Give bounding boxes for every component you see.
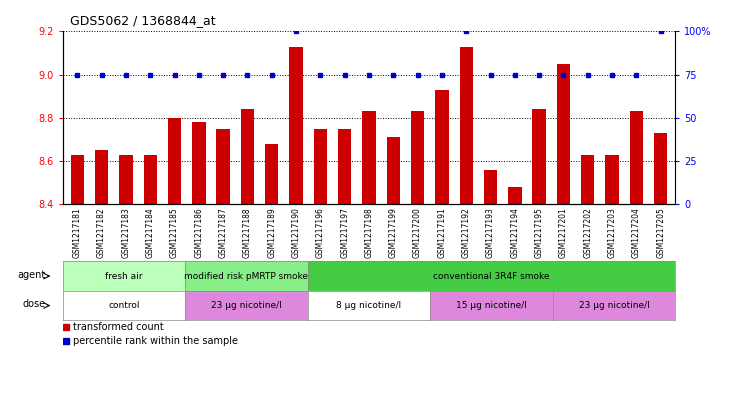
Bar (120, 154, 133, 204)
Bar (411, 112, 424, 204)
Text: GSM1217193: GSM1217193 (486, 207, 495, 258)
Bar (362, 112, 376, 204)
Text: GSM1217191: GSM1217191 (438, 207, 446, 258)
Text: modified risk pMRTP smoke: modified risk pMRTP smoke (184, 272, 308, 281)
Text: GSM1217204: GSM1217204 (632, 207, 641, 258)
Text: control: control (108, 301, 139, 310)
Text: GSM1217192: GSM1217192 (462, 207, 471, 258)
Text: dose: dose (22, 299, 45, 309)
Text: GSM1217199: GSM1217199 (389, 207, 398, 258)
Bar (556, 64, 570, 204)
Bar (192, 122, 206, 204)
Bar (71, 154, 84, 204)
Text: GSM1217197: GSM1217197 (340, 207, 349, 258)
Text: 8 μg nicotine/l: 8 μg nicotine/l (337, 301, 401, 310)
Text: GSM1217194: GSM1217194 (511, 207, 520, 258)
Bar (314, 129, 327, 204)
Bar (508, 187, 522, 204)
Text: conventional 3R4F smoke: conventional 3R4F smoke (433, 272, 550, 281)
Text: GSM1217189: GSM1217189 (267, 207, 276, 258)
Text: fresh air: fresh air (106, 272, 142, 281)
Bar (605, 154, 618, 204)
Bar (484, 170, 497, 204)
Text: GSM1217188: GSM1217188 (243, 207, 252, 258)
Text: agent: agent (17, 270, 45, 279)
Text: GSM1217187: GSM1217187 (218, 207, 227, 258)
Bar (265, 144, 278, 204)
Text: GSM1217182: GSM1217182 (97, 207, 106, 258)
Text: GSM1217198: GSM1217198 (365, 207, 373, 258)
Text: 23 μg nicotine/l: 23 μg nicotine/l (579, 301, 649, 310)
Text: GSM1217195: GSM1217195 (534, 207, 544, 258)
Text: 23 μg nicotine/l: 23 μg nicotine/l (211, 301, 282, 310)
Text: GSM1217201: GSM1217201 (559, 207, 568, 258)
Bar (241, 109, 254, 204)
Text: GSM1217185: GSM1217185 (170, 207, 179, 258)
Text: GDS5062 / 1368844_at: GDS5062 / 1368844_at (70, 15, 215, 28)
Text: GSM1217203: GSM1217203 (607, 207, 616, 258)
Text: GSM1217184: GSM1217184 (145, 207, 155, 258)
Text: GSM1217200: GSM1217200 (413, 207, 422, 258)
Bar (532, 109, 546, 204)
Bar (289, 46, 303, 204)
Text: transformed count: transformed count (74, 322, 164, 332)
Text: percentile rank within the sample: percentile rank within the sample (74, 336, 238, 347)
Bar (435, 90, 449, 204)
Bar (581, 154, 594, 204)
Text: GSM1217181: GSM1217181 (73, 207, 82, 258)
Bar (168, 118, 182, 204)
Bar (95, 151, 108, 204)
Text: GSM1217186: GSM1217186 (194, 207, 204, 258)
Bar (144, 154, 157, 204)
Bar (387, 137, 400, 204)
Bar (654, 133, 667, 204)
Bar (630, 112, 643, 204)
Bar (338, 129, 351, 204)
Text: GSM1217190: GSM1217190 (292, 207, 300, 258)
Text: GSM1217205: GSM1217205 (656, 207, 665, 258)
Text: GSM1217202: GSM1217202 (583, 207, 593, 258)
Bar (216, 129, 230, 204)
Text: 15 μg nicotine/l: 15 μg nicotine/l (456, 301, 527, 310)
Text: GSM1217183: GSM1217183 (122, 207, 131, 258)
Bar (460, 46, 473, 204)
Text: GSM1217196: GSM1217196 (316, 207, 325, 258)
